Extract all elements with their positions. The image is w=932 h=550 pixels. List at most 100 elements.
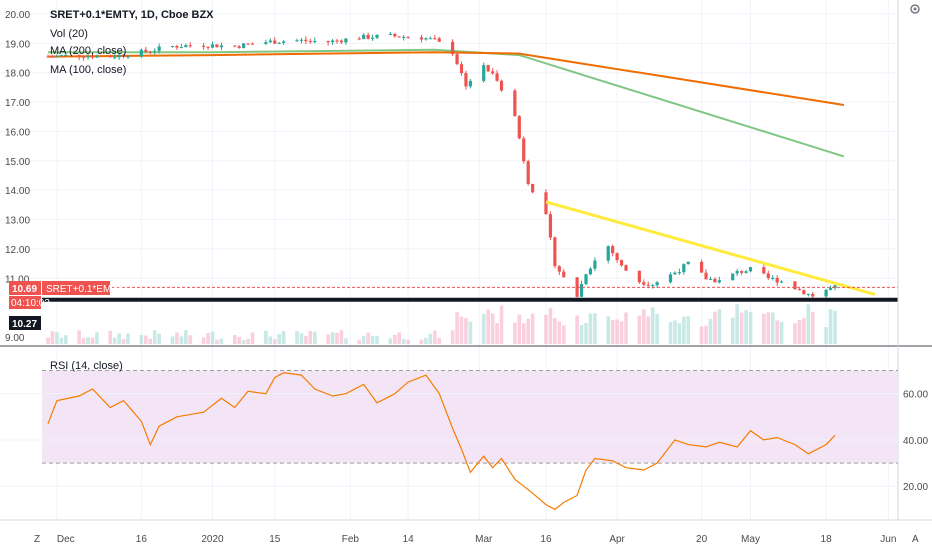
candle-body: [606, 246, 610, 261]
volume-bar: [312, 331, 317, 344]
volume-bar: [112, 337, 117, 344]
candle-body: [264, 42, 268, 44]
volume-bar: [232, 335, 237, 344]
candle-body: [619, 260, 624, 266]
volume-bar: [272, 339, 277, 344]
volume-bar: [295, 331, 299, 344]
candle-body: [677, 272, 681, 274]
volume-bar: [299, 333, 304, 344]
volume-bar: [744, 310, 748, 344]
candle-body: [428, 38, 432, 40]
ma200-line: [47, 51, 845, 106]
volume-bar: [117, 333, 121, 344]
candle-body: [740, 271, 744, 273]
candle-body: [686, 261, 690, 265]
support-value: 10.27: [12, 319, 37, 330]
gear-icon[interactable]: [910, 4, 920, 14]
candle-body: [771, 277, 775, 279]
candle-body: [295, 40, 299, 42]
candle-body: [451, 41, 455, 55]
candle-body: [646, 284, 650, 286]
price-tick-label: 9.00: [5, 333, 25, 344]
candle-body: [593, 260, 597, 269]
volume-bar: [246, 338, 250, 344]
candle-body: [699, 261, 704, 273]
volume-bar: [579, 325, 584, 344]
candle-body: [464, 73, 468, 87]
time-tick-label: 2020: [201, 534, 224, 545]
volume-bar: [739, 312, 744, 344]
candle-body: [397, 36, 401, 38]
candle-body: [557, 266, 561, 272]
price-tick-label: 12.00: [5, 245, 30, 256]
volume-bar: [206, 333, 210, 344]
volume-bar: [810, 312, 815, 344]
candle-body: [588, 268, 593, 275]
volume-bar: [704, 325, 708, 344]
candle-body: [642, 282, 646, 285]
volume-bar: [521, 323, 526, 344]
candle-body: [357, 38, 361, 40]
volume-bar: [735, 304, 739, 344]
candle-body: [206, 46, 210, 48]
volume-bar: [139, 335, 144, 344]
trendline[interactable]: [545, 200, 876, 296]
candle-body: [615, 253, 619, 261]
time-axis[interactable]: Dec 16 2020 15 Feb 14 Mar 16 Apr 20 May 18 Jun: [57, 534, 897, 545]
volume-bar: [708, 318, 713, 344]
volume-bar: [264, 330, 268, 344]
volume-bar: [55, 332, 59, 344]
candle-body: [811, 293, 815, 297]
candle-body: [704, 272, 708, 280]
candle-body: [468, 80, 472, 87]
time-tick-label: Feb: [342, 534, 360, 545]
volume-bar: [201, 337, 206, 344]
candle-body: [531, 184, 535, 193]
candle-body: [308, 41, 312, 43]
volume-bar: [513, 322, 517, 344]
volume-bar: [677, 323, 682, 344]
volume-bar: [170, 336, 175, 344]
rsi-axis[interactable]: 60.00 40.00 20.00: [903, 390, 928, 494]
volume-bar: [606, 316, 611, 344]
volume-bar: [668, 322, 673, 344]
candle-body: [126, 56, 130, 58]
volume-bar: [553, 318, 557, 344]
volume-bar: [713, 311, 717, 344]
candle-body: [419, 37, 424, 40]
candle-body: [282, 41, 286, 43]
candle-body: [793, 281, 797, 290]
candle-body: [486, 65, 490, 72]
volume-bar: [304, 335, 308, 344]
volume-bar: [108, 330, 113, 344]
candle-body: [215, 44, 219, 48]
candle-body: [64, 54, 68, 56]
candle-body: [304, 39, 308, 42]
price-tick-label: 18.00: [5, 69, 30, 80]
candle-body: [202, 45, 206, 47]
candle-body: [655, 282, 659, 286]
volume-bar: [437, 337, 442, 344]
price-axis[interactable]: 20.00 19.00 18.00 17.00 16.00 15.00 14.00 13.00…: [5, 10, 30, 344]
volume-bar: [793, 323, 797, 344]
volume-bar: [95, 332, 99, 344]
ma100-line: [48, 48, 845, 158]
volume-bar: [624, 312, 628, 344]
candle-body: [713, 278, 717, 283]
volume-bar: [593, 313, 597, 344]
price-tick-label: 19.00: [5, 39, 30, 50]
candle-body: [335, 40, 339, 42]
candle-body: [668, 274, 673, 283]
zoom-button[interactable]: Z: [34, 534, 40, 545]
price-tick-label: 15.00: [5, 157, 30, 168]
auto-scale-button[interactable]: A: [912, 534, 919, 545]
legend-volume: Vol (20): [50, 28, 88, 40]
volume-bars: [46, 304, 837, 344]
candle-body: [148, 51, 152, 53]
candle-body: [735, 271, 739, 274]
candle-body: [522, 138, 526, 162]
volume-bar: [775, 320, 779, 344]
candle-body: [121, 54, 126, 57]
volume-bar: [121, 339, 126, 344]
